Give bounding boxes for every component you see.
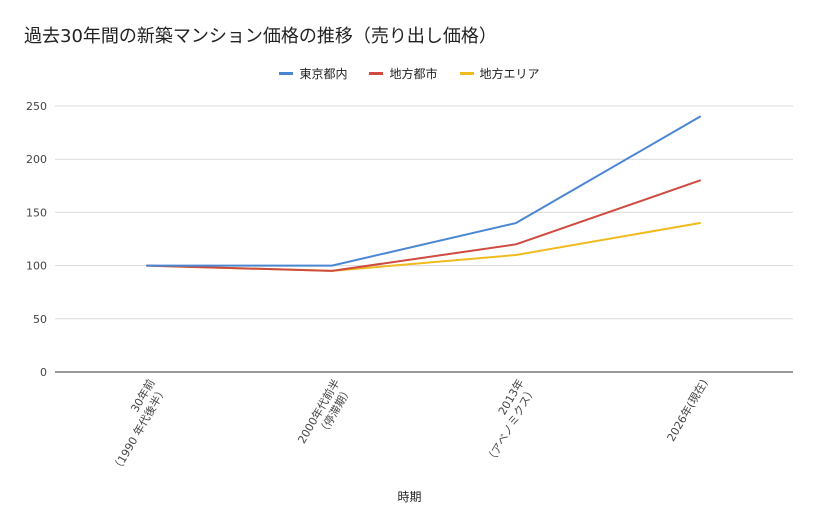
series-line-2: [146, 222, 701, 272]
legend-label-tokyo: 東京都内: [299, 67, 348, 81]
x-tick-label-1: 2000年代前半（停滞期）: [294, 377, 354, 446]
legend-label-regional-area: 地方エリア: [479, 67, 540, 81]
legend-item-tokyo: 東京都内: [279, 65, 347, 82]
legend-item-regional-area: 地方エリア: [459, 65, 540, 82]
legend-swatch-regional-area: [459, 72, 474, 75]
legend-label-regional-city: 地方都市: [389, 67, 438, 81]
x-tick-label-0: 30年前（1990 年代後半）: [109, 377, 170, 475]
x-tick-label-3-line-0: 2026年(現在): [664, 377, 711, 444]
x-axis-label: 時期: [397, 490, 422, 504]
legend-swatch-tokyo: [279, 72, 294, 75]
chart-title: 過去30年間の新築マンション価格の推移（売り出し価格）: [24, 26, 497, 47]
legend-item-regional-city: 地方都市: [369, 65, 438, 82]
y-tick-label-100: 100: [26, 260, 47, 273]
x-tick-label-3: 2026年(現在): [664, 377, 711, 444]
y-tick-label-50: 50: [33, 313, 47, 326]
y-tick-label-250: 250: [26, 100, 47, 113]
y-tick-label-200: 200: [26, 153, 47, 166]
series-line-0: [146, 115, 701, 267]
legend-swatch-regional-city: [369, 72, 384, 75]
x-tick-label-2: 2013年（アベノミクス）: [484, 377, 539, 467]
y-tick-label-150: 150: [26, 206, 47, 219]
y-tick-label-0: 0: [40, 366, 47, 379]
chart-legend: 東京都内 地方都市 地方エリア: [0, 65, 819, 82]
series-line-1: [146, 179, 701, 272]
